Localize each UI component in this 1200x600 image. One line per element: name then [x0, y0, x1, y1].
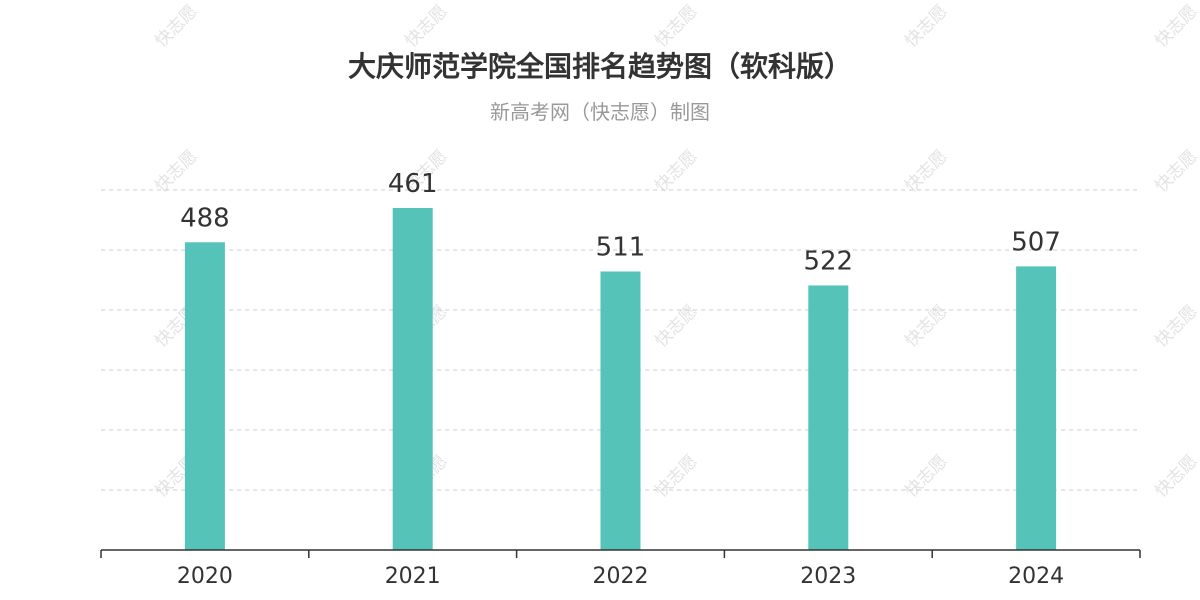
data-label-2020: 488	[180, 203, 230, 233]
chart-title: 大庆师范学院全国排名趋势图（软科版）	[348, 50, 852, 83]
data-label-2021: 461	[388, 169, 438, 199]
x-tick-label-2022: 2022	[593, 564, 649, 589]
watermark-text: 快志愿	[401, 1, 451, 51]
watermark-text: 快志愿	[901, 1, 951, 51]
watermark-text: 快志愿	[151, 146, 201, 196]
watermark-text: 快志愿	[901, 451, 951, 501]
bar-2023	[808, 285, 849, 550]
bar-2024	[1016, 266, 1057, 550]
watermark-text: 快志愿	[1151, 451, 1200, 501]
x-tick-label-2021: 2021	[385, 564, 441, 589]
bars: 488 461 511 522 507	[180, 169, 1061, 550]
watermark-text: 快志愿	[651, 301, 701, 351]
bar-2021	[392, 208, 433, 550]
watermark-text: 快志愿	[651, 146, 701, 196]
bar-2022	[600, 271, 641, 550]
x-tick-label-2024: 2024	[1008, 564, 1064, 589]
watermark-text: 快志愿	[151, 1, 201, 51]
watermark-text: 快志愿	[1151, 1, 1200, 51]
watermark-text: 快志愿	[901, 146, 951, 196]
chart-subtitle: 新高考网（快志愿）制图	[490, 100, 710, 124]
data-label-2024: 507	[1011, 227, 1061, 257]
x-axis: 2020 2021 2022 2023 2024	[100, 549, 1141, 589]
watermark-text: 快志愿	[651, 1, 701, 51]
watermark-text: 快志愿	[901, 301, 951, 351]
x-tick-label-2023: 2023	[800, 564, 856, 589]
x-tick-label-2020: 2020	[177, 564, 233, 589]
bar-2020	[184, 242, 225, 550]
gridlines	[101, 189, 1140, 491]
data-label-2023: 522	[803, 246, 853, 276]
watermark-text: 快志愿	[1151, 301, 1200, 351]
watermark-text: 快志愿	[1151, 146, 1200, 196]
watermark-text: 快志愿	[651, 451, 701, 501]
data-label-2022: 511	[596, 232, 646, 262]
